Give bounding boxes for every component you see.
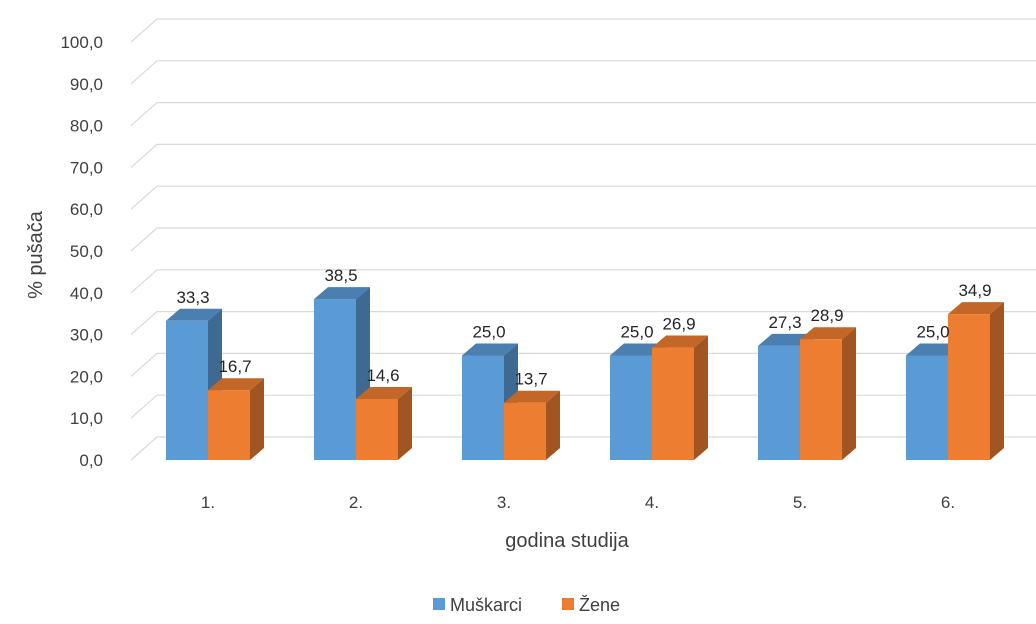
gridlines (130, 18, 1036, 461)
bar-front (462, 355, 504, 460)
y-tick-label: 80,0 (70, 117, 103, 136)
y-tick-label: 30,0 (70, 326, 103, 345)
gridline (130, 352, 1036, 377)
legend-label-zene: Žene (579, 595, 620, 615)
bar-top (208, 378, 264, 391)
x-tick-label: 4. (645, 493, 659, 512)
y-tick-label: 50,0 (70, 242, 103, 261)
x-tick-label: 2. (349, 493, 363, 512)
x-tick-label: 1. (201, 493, 215, 512)
x-tick-label: 6. (941, 493, 955, 512)
bar-side (694, 335, 708, 460)
bar-top (356, 386, 412, 399)
y-tick-label: 40,0 (70, 284, 103, 303)
bar-zene-3 (504, 390, 560, 460)
gridline (130, 185, 1036, 210)
data-label: 28,9 (810, 306, 843, 325)
bar-front (610, 355, 652, 460)
data-label: 16,7 (218, 357, 251, 376)
x-tick-label: 5. (793, 493, 807, 512)
legend: Muškarci Žene (433, 595, 620, 615)
bar-front (208, 390, 250, 460)
data-label: 13,7 (514, 370, 547, 389)
data-label: 33,3 (176, 288, 209, 307)
x-axis-ticks: 1. 2. 3. 4. 5. 6. (201, 493, 955, 512)
bar-front (948, 314, 990, 460)
data-label: 25,0 (916, 323, 949, 342)
legend-swatch-zene (562, 598, 574, 610)
data-label: 38,5 (324, 266, 357, 285)
bar-front (906, 355, 948, 460)
data-label: 26,9 (662, 315, 695, 334)
bar-side (842, 327, 856, 460)
gridline (130, 394, 1036, 419)
bars (166, 287, 1004, 460)
gridline (130, 227, 1036, 252)
bar-side (250, 378, 264, 460)
bar-zene-2 (356, 386, 412, 460)
data-label: 25,0 (472, 323, 505, 342)
y-tick-label: 20,0 (70, 367, 103, 386)
legend-label-muskarci: Muškarci (450, 595, 522, 615)
data-label: 27,3 (768, 313, 801, 332)
legend-swatch-muskarci (433, 598, 445, 610)
gridline (130, 18, 1036, 43)
data-label: 34,9 (958, 281, 991, 300)
bar-front (758, 345, 800, 460)
bar-top (314, 287, 370, 300)
gridline (130, 143, 1036, 168)
bar-side (398, 386, 412, 460)
y-tick-label: 10,0 (70, 409, 103, 428)
bar-zene-6 (948, 302, 1004, 460)
y-axis-ticks: 0,0 10,0 20,0 30,0 40,0 50,0 60,0 70,0 80,0 90,0 1… (60, 33, 103, 470)
bar-front (356, 398, 398, 460)
bar-front (652, 347, 694, 460)
bar-front (504, 402, 546, 460)
y-tick-label: 70,0 (70, 158, 103, 177)
x-axis-title: godina studija (505, 530, 629, 552)
bar-side (990, 302, 1004, 460)
data-label: 14,6 (366, 366, 399, 385)
y-tick-label: 60,0 (70, 200, 103, 219)
bar-top (652, 335, 708, 348)
gridline (130, 436, 1036, 461)
y-axis-title: % pušača (25, 210, 47, 299)
bar-side (546, 390, 560, 460)
bar-top (462, 343, 518, 356)
bar-zene-5 (800, 327, 856, 460)
bar-zene-4 (652, 335, 708, 460)
bar-muskarci-2 (314, 287, 370, 460)
y-tick-label: 100,0 (60, 33, 103, 52)
bar-top (166, 308, 222, 321)
bar-front (800, 339, 842, 460)
gridline (130, 311, 1036, 336)
bar-top (948, 302, 1004, 315)
gridline (130, 60, 1036, 85)
y-tick-label: 90,0 (70, 75, 103, 94)
bar-top (800, 327, 856, 340)
bar-top (504, 390, 560, 403)
gridline (130, 101, 1036, 127)
bar-front (166, 320, 208, 460)
gridline (130, 269, 1036, 294)
x-tick-label: 3. (497, 493, 511, 512)
bar-front (314, 299, 356, 460)
bar-zene-1 (208, 378, 264, 460)
y-tick-label: 0,0 (79, 451, 103, 470)
data-labels: 33,3 16,7 38,5 14,6 25,0 13,7 25,0 26,9 27,3 28,9… (176, 266, 991, 389)
data-label: 25,0 (620, 323, 653, 342)
